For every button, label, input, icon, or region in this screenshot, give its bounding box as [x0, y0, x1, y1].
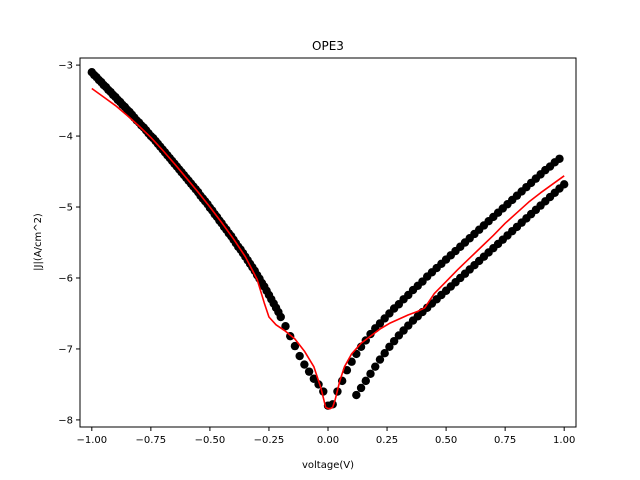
- data-point: [347, 357, 356, 366]
- x-tick-label: 1.00: [553, 435, 575, 446]
- plot-area: [80, 58, 576, 427]
- data-point: [389, 336, 399, 346]
- data-point: [304, 367, 314, 376]
- y-tick-label: −4: [58, 132, 73, 143]
- x-axis-label: voltage(V): [302, 460, 354, 471]
- data-point: [366, 329, 375, 339]
- x-tick-label: 0.00: [317, 435, 339, 446]
- data-point: [394, 331, 404, 340]
- x-tick-label: −0.25: [254, 435, 285, 446]
- y-tick-label: −7: [58, 344, 73, 355]
- x-tick-label: −0.50: [195, 435, 226, 446]
- data-point: [250, 266, 259, 276]
- data-point: [366, 369, 375, 378]
- data-point: [385, 342, 394, 352]
- data-point: [269, 299, 278, 308]
- y-tick-label: −3: [58, 61, 73, 72]
- data-point: [264, 290, 274, 300]
- data-point: [141, 126, 151, 135]
- data-point: [380, 349, 389, 358]
- data-point: [361, 376, 370, 386]
- data-point: [300, 360, 309, 369]
- data-point: [290, 341, 300, 351]
- x-tick-label: 0.75: [494, 435, 516, 446]
- data-point: [309, 374, 319, 383]
- y-axis-label: |J|(A/cm^2): [33, 213, 44, 271]
- x-tick-label: 0.25: [376, 435, 398, 446]
- x-axis: −1.00 −0.75 −0.50 −0.25 0.00 0.25 0.50 0.75 1.00: [76, 427, 575, 446]
- data-point: [356, 383, 366, 393]
- x-tick-label: −1.00: [76, 435, 107, 446]
- y-tick-label: −6: [58, 273, 73, 284]
- fit-line: [91, 87, 565, 410]
- x-tick-label: 0.50: [435, 435, 457, 446]
- y-tick-label: −5: [58, 203, 73, 214]
- data-point: [555, 154, 564, 163]
- data-point: [295, 351, 304, 361]
- data-point: [151, 136, 160, 146]
- data-point: [281, 322, 290, 331]
- y-tick-label: −8: [58, 415, 73, 426]
- data-point: [352, 390, 361, 400]
- data-point: [274, 307, 283, 317]
- x-tick-label: −0.75: [136, 435, 167, 446]
- fit-line-series: [91, 87, 565, 410]
- data-point: [371, 362, 380, 371]
- y-axis: −8 −7 −6 −5 −4 −3: [58, 61, 80, 426]
- data-point: [375, 355, 385, 364]
- chart-title: OPE3: [312, 39, 344, 53]
- data-point: [260, 282, 269, 291]
